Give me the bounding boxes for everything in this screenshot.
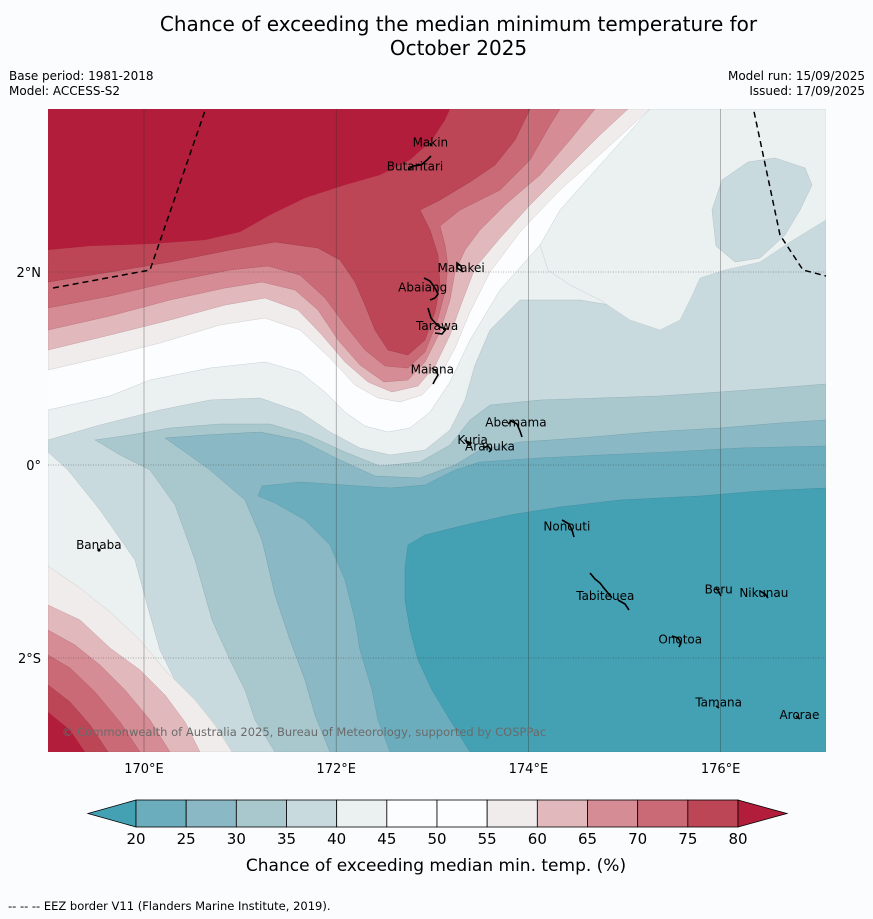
colorbar-segment — [185, 799, 237, 828]
lon-tick-label: 172°E — [316, 762, 356, 777]
colorbar-segment — [436, 799, 488, 828]
colorbar-segment — [486, 799, 538, 828]
place-label: Marakei — [438, 261, 485, 275]
colorbar-tick: 20 — [126, 830, 145, 848]
title-line-2: October 2025 — [389, 36, 528, 60]
colorbar: 20 25 30 35 40 45 50 55 60 65 70 75 80 — [86, 799, 789, 848]
colorbar-segment — [286, 799, 338, 828]
eez-footnote: -- -- -- EEZ border V11 (Flanders Marine… — [8, 899, 331, 913]
colorbar-segment — [386, 799, 438, 828]
place-label: Nikunau — [739, 586, 788, 600]
colorbar-tick: 55 — [478, 830, 497, 848]
place-label: Abaiang — [398, 280, 447, 294]
colorbar-extend-low — [86, 799, 137, 828]
colorbar-tick: 70 — [628, 830, 647, 848]
place-label: Onotoa — [658, 633, 702, 647]
colorbar-tick: 80 — [728, 830, 747, 848]
place-label: Tamana — [694, 695, 742, 709]
place-label: Nonouti — [543, 520, 590, 534]
colorbar-label: Chance of exceeding median min. temp. (%… — [246, 856, 626, 876]
lon-tick-label: 174°E — [509, 762, 549, 777]
gridlines — [143, 109, 721, 752]
colorbar-segment — [687, 799, 739, 828]
colorbar-tick: 30 — [227, 830, 246, 848]
meta-right: Model run: 15/09/2025 Issued: 17/09/2025 — [728, 69, 865, 99]
model-run: Model run: 15/09/2025 — [727, 69, 865, 83]
colorbar-segment — [135, 799, 187, 828]
lat-tick-label: 2°N — [17, 266, 42, 281]
lon-labels: 170°E 172°E 174°E 176°E — [124, 762, 740, 777]
model-name: Model: ACCESS-S2 — [9, 84, 121, 98]
colorbar-segment — [336, 799, 388, 828]
copyright-notice: © Commonwealth of Australia 2025, Bureau… — [62, 725, 546, 739]
colorbar-extend-high — [737, 799, 789, 828]
colorbar-segment — [587, 799, 639, 828]
issued-date: Issued: 17/09/2025 — [749, 84, 865, 98]
colorbar-tick: 45 — [377, 830, 396, 848]
place-label: Aranuka — [465, 440, 515, 454]
place-label: Arorae — [779, 708, 819, 722]
contour-layer: Makin Butaritari Marakei Abaiang Tarawa Maian… — [48, 109, 826, 752]
colorbar-segment — [637, 799, 689, 828]
lon-tick-label: 176°E — [701, 762, 741, 777]
map-title: Chance of exceeding the median minimum t… — [0, 12, 873, 60]
lat-tick-label: 0° — [26, 459, 41, 474]
place-label: Makin — [413, 136, 449, 150]
island-outlines — [407, 142, 801, 720]
place-label: Beru — [705, 582, 733, 596]
place-label: Abemama — [485, 415, 546, 429]
colorbar-tick: 50 — [427, 830, 446, 848]
colorbar-tick: 65 — [578, 830, 597, 848]
colorbar-tick: 40 — [327, 830, 346, 848]
title-line-1: Chance of exceeding the median minimum t… — [159, 12, 758, 36]
place-label: Maiana — [411, 362, 454, 376]
place-labels: Makin Butaritari Marakei Abaiang Tarawa Maian… — [76, 136, 819, 722]
place-label: Tarawa — [415, 319, 458, 333]
base-period: Base period: 1981-2018 — [9, 69, 154, 83]
place-label: Butaritari — [387, 160, 444, 174]
lat-gridlines — [48, 271, 826, 659]
colorbar-tick: 35 — [277, 830, 296, 848]
place-label: Kuria — [457, 433, 488, 447]
colorbar-tick: 60 — [528, 830, 547, 848]
meta-left: Base period: 1981-2018 Model: ACCESS-S2 — [9, 69, 154, 99]
colorbar-segment — [235, 799, 287, 828]
place-label: Banaba — [76, 538, 122, 552]
place-label: Tabiteuea — [575, 589, 634, 603]
banaba-island — [97, 548, 101, 552]
colorbar-tick: 25 — [177, 830, 196, 848]
lat-tick-label: 2°S — [18, 652, 41, 667]
lat-labels: 2°N 0° 2°S — [17, 266, 42, 667]
eez-border — [52, 109, 826, 289]
colorbar-segment — [536, 799, 588, 828]
lon-tick-label: 170°E — [124, 762, 164, 777]
colorbar-tick: 75 — [678, 830, 697, 848]
